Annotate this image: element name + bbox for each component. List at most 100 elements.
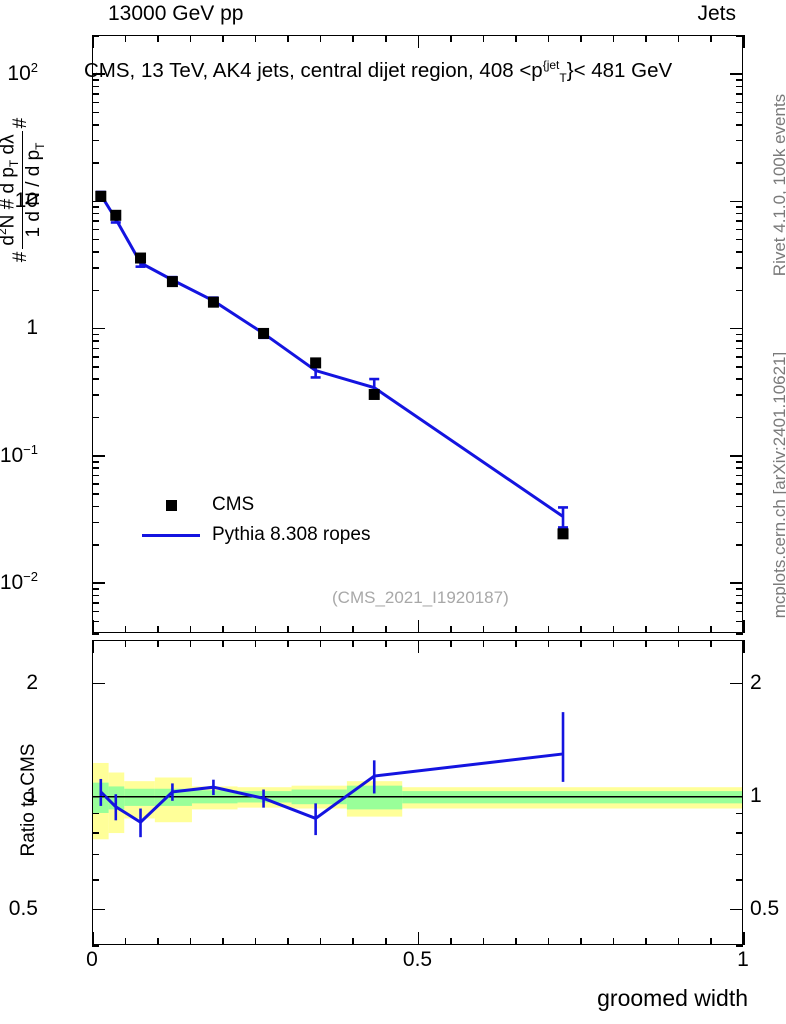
ratio-plot-panel (92, 640, 743, 945)
ratio-y-tick-label: 1 (26, 783, 38, 807)
main-x-tick (482, 35, 485, 42)
ratio-y-tick (730, 795, 743, 798)
ratio-y-tick (736, 945, 743, 947)
main-y-major-tick (730, 73, 743, 75)
ratio-x-tick (612, 640, 615, 647)
ratio-y-tick-label-right: 2 (750, 670, 762, 694)
x-tick-label: 0 (86, 948, 98, 971)
ratio-x-tick (710, 938, 713, 945)
ratio-y-tick (736, 812, 743, 815)
ratio-y-tick (92, 945, 99, 947)
main-x-tick (222, 35, 224, 42)
main-x-tick (157, 35, 159, 42)
main-x-tick (450, 626, 452, 633)
ratio-x-tick (124, 640, 127, 647)
ratio-x-tick (677, 938, 680, 945)
main-x-tick (254, 35, 257, 42)
ratio-y-tick (736, 853, 743, 856)
ratio-x-tick (417, 932, 420, 945)
main-y-minor-tick (736, 267, 743, 269)
legend-entry-pythia: Pythia 8.308 ropes (140, 520, 370, 550)
main-x-tick (157, 626, 159, 633)
main-y-minor-tick (736, 521, 743, 524)
pythia-curve (99, 194, 564, 518)
ratio-y-tick (736, 832, 743, 834)
cms-data-marker (135, 252, 147, 264)
y-num-d: d (0, 235, 18, 246)
ratio-x-tick (222, 938, 224, 945)
main-y-minor-tick (92, 220, 99, 222)
ratio-x-tick (417, 640, 420, 653)
ratio-x-tick (580, 938, 582, 945)
main-y-minor-tick (92, 35, 99, 37)
legend-entry-cms: CMS (140, 490, 370, 520)
ratio-x-tick (384, 640, 387, 647)
main-y-minor-tick (92, 474, 99, 477)
plot-title-sup: {jet (542, 58, 560, 72)
ratio-y-tick (92, 853, 99, 856)
header-beam-label: 13000 GeV pp (108, 2, 244, 25)
main-y-tick-label: 10−2 (0, 569, 38, 595)
main-x-tick (710, 626, 713, 633)
main-y-minor-tick (92, 123, 99, 126)
main-x-tick (710, 35, 713, 42)
ratio-x-tick (319, 938, 322, 945)
main-y-minor-tick (92, 416, 99, 419)
main-y-minor-tick (92, 85, 99, 88)
main-y-minor-tick (92, 493, 99, 495)
ratio-y-tick-label-right: 0.5 (750, 896, 780, 920)
main-x-tick (319, 626, 322, 633)
ratio-y-tick (730, 682, 743, 685)
ratio-x-tick (92, 932, 94, 945)
pythia-errorbar (558, 506, 569, 529)
ratio-x-tick (482, 640, 485, 647)
main-y-minor-tick (736, 347, 743, 350)
main-y-minor-tick (92, 505, 99, 508)
main-y-minor-tick (736, 93, 743, 95)
ratio-x-tick (92, 640, 94, 653)
cms-data-marker (310, 357, 322, 369)
ratio-x-tick (612, 938, 615, 945)
main-y-minor-tick (736, 366, 743, 368)
main-y-minor-tick (736, 79, 743, 81)
main-y-minor-tick (92, 588, 99, 590)
legend: CMS Pythia 8.308 ropes (140, 490, 370, 550)
ratio-x-tick (645, 640, 647, 647)
mcplots-text: mcplots.cern.ch [arXiv:2401.10621] (770, 351, 786, 619)
main-y-minor-tick (736, 85, 743, 88)
ratio-x-tick (710, 640, 713, 647)
plot-title-prefix: CMS, 13 TeV, AK4 jets, central dijet reg… (84, 58, 543, 82)
main-y-major-tick (92, 73, 105, 75)
ratio-y-tick (92, 812, 99, 815)
ratio-x-tick (450, 640, 452, 647)
main-y-tick-label: 10−1 (0, 442, 38, 468)
cms-data-marker (166, 276, 178, 288)
rivet-version-text: Rivet 4.1.0, 100k events (770, 93, 786, 277)
main-y-minor-tick (736, 162, 743, 164)
y-num-sub: T (7, 159, 22, 168)
main-y-minor-tick (92, 333, 99, 336)
ratio-y-tick (92, 908, 105, 911)
main-y-minor-tick (92, 111, 99, 114)
ratio-x-tick (743, 932, 745, 945)
ratio-y-tick (92, 682, 105, 685)
ratio-x-tick (189, 938, 192, 945)
main-y-major-tick (92, 582, 105, 584)
y-num-sup: 2 (0, 228, 9, 235)
main-y-minor-tick (736, 588, 743, 590)
main-y-minor-tick (92, 620, 99, 623)
main-x-tick (352, 626, 354, 633)
main-y-minor-tick (92, 378, 99, 381)
main-y-minor-tick (92, 238, 99, 241)
y-axis-hash-left: # (10, 251, 31, 263)
main-y-minor-tick (92, 93, 99, 95)
legend-label-cms: CMS (212, 494, 255, 515)
main-y-minor-tick (736, 333, 743, 336)
main-y-minor-tick (92, 212, 99, 215)
main-x-tick (254, 626, 257, 633)
x-axis-title: groomed width (597, 985, 748, 1011)
main-y-minor-tick (736, 251, 743, 253)
y-num-N: N (0, 215, 18, 229)
main-y-tick-label: 1 (26, 315, 38, 339)
ratio-x-tick (189, 640, 192, 647)
